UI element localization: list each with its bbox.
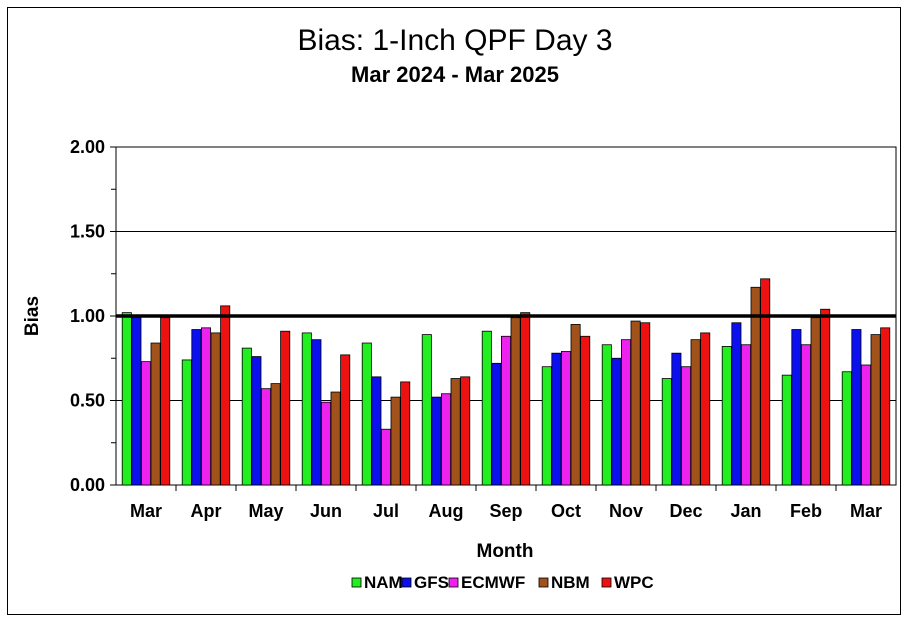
- x-tick-label: Aug: [429, 501, 464, 521]
- bar-ecmwf: [140, 361, 151, 486]
- legend-label-wpc: WPC: [614, 573, 654, 592]
- legend-swatch-wpc: [601, 577, 612, 588]
- bar-ecmwf: [741, 344, 752, 486]
- x-tick-label: Jan: [730, 501, 761, 521]
- bar-nam: [601, 344, 612, 486]
- bar-ecmwf: [801, 344, 812, 486]
- x-tick-label: Mar: [850, 501, 882, 521]
- x-tick-label: Feb: [790, 501, 822, 521]
- bar-nbm: [810, 317, 821, 486]
- x-tick-label: Dec: [669, 501, 702, 521]
- bar-wpc: [160, 317, 171, 486]
- legend-swatch-gfs: [401, 577, 412, 588]
- x-tick-label: May: [248, 501, 283, 521]
- bar-gfs: [491, 362, 502, 486]
- bar-nam: [841, 371, 852, 486]
- bar-ecmwf: [621, 339, 632, 486]
- x-tick-label: Nov: [609, 501, 643, 521]
- bar-wpc: [700, 332, 711, 486]
- bar-nam: [781, 374, 792, 486]
- y-tick-label: 0.50: [70, 391, 105, 411]
- bar-gfs: [251, 356, 262, 486]
- bar-nbm: [570, 324, 581, 486]
- bar-nam: [181, 359, 192, 486]
- bar-gfs: [671, 352, 682, 486]
- legend: NAM GFS ECMWF NBM WPC: [351, 573, 654, 592]
- bar-gfs: [551, 352, 562, 486]
- bar-wpc: [820, 308, 831, 486]
- y-tick-label: 1.50: [70, 222, 105, 242]
- bar-nam: [481, 330, 492, 486]
- bar-ecmwf: [440, 393, 451, 486]
- x-axis-label: Month: [477, 541, 534, 562]
- bar-nbm: [330, 391, 341, 486]
- bar-gfs: [131, 317, 142, 486]
- bar-gfs: [191, 329, 202, 486]
- bar-ecmwf: [320, 401, 331, 486]
- bar-wpc: [400, 381, 411, 486]
- bar-nam: [421, 334, 432, 486]
- y-tick-label: 1.00: [70, 306, 105, 326]
- legend-swatch-nbm: [538, 577, 549, 588]
- bar-nam: [541, 366, 552, 486]
- bar-gfs: [311, 339, 322, 486]
- bar-wpc: [220, 305, 231, 486]
- legend-label-nam: NAM: [364, 573, 403, 592]
- chart-title: Bias: 1-Inch QPF Day 3: [297, 24, 612, 57]
- x-tick-label: Jul: [373, 501, 399, 521]
- bar-nbm: [150, 342, 161, 486]
- bar-nam: [241, 347, 252, 486]
- bar-nbm: [270, 383, 281, 486]
- bar-ecmwf: [561, 351, 572, 486]
- bar-ecmwf: [380, 428, 391, 486]
- bar-nbm: [870, 334, 881, 486]
- bar-gfs: [371, 376, 382, 486]
- bar-gfs: [611, 357, 622, 486]
- bar-wpc: [760, 278, 771, 486]
- bar-gfs: [731, 322, 742, 486]
- x-tick-label: Oct: [551, 501, 581, 521]
- y-tick-label: 2.00: [70, 137, 105, 157]
- bar-wpc: [280, 330, 291, 486]
- bar-wpc: [880, 327, 891, 486]
- bar-wpc: [640, 322, 651, 486]
- legend-swatch-ecmwf: [448, 577, 459, 588]
- bar-ecmwf: [681, 366, 692, 486]
- bar-nbm: [450, 378, 461, 486]
- legend-label-nbm: NBM: [551, 573, 590, 592]
- bar-gfs: [431, 396, 442, 486]
- bar-nbm: [630, 320, 641, 486]
- bar-nbm: [690, 339, 701, 486]
- bar-ecmwf: [260, 388, 271, 486]
- bar-nam: [361, 342, 372, 486]
- bar-nam: [301, 332, 312, 486]
- bar-wpc: [580, 335, 591, 486]
- legend-label-gfs: GFS: [414, 573, 449, 592]
- bar-nbm: [510, 317, 521, 486]
- legend-swatch-nam: [351, 577, 362, 588]
- bar-nbm: [390, 396, 401, 486]
- bar-gfs: [791, 329, 802, 486]
- bar-nam: [661, 378, 672, 486]
- bar-nam: [721, 346, 732, 486]
- x-tick-label: Mar: [130, 501, 162, 521]
- bar-nam: [121, 312, 132, 486]
- x-tick-label: Sep: [489, 501, 522, 521]
- y-axis-label: Bias: [22, 296, 43, 336]
- bar-wpc: [340, 354, 351, 486]
- x-tick-label: Jun: [310, 501, 342, 521]
- bar-ecmwf: [500, 335, 511, 486]
- bar-ecmwf: [861, 364, 872, 486]
- bar-ecmwf: [200, 327, 211, 486]
- bar-wpc: [460, 376, 471, 486]
- bar-nbm: [210, 332, 221, 486]
- legend-label-ecmwf: ECMWF: [461, 573, 525, 592]
- x-tick-label: Apr: [191, 501, 222, 521]
- chart-subtitle: Mar 2024 - Mar 2025: [351, 62, 559, 87]
- y-tick-label: 0.00: [70, 475, 105, 495]
- bar-gfs: [851, 329, 862, 486]
- bar-wpc: [520, 312, 531, 486]
